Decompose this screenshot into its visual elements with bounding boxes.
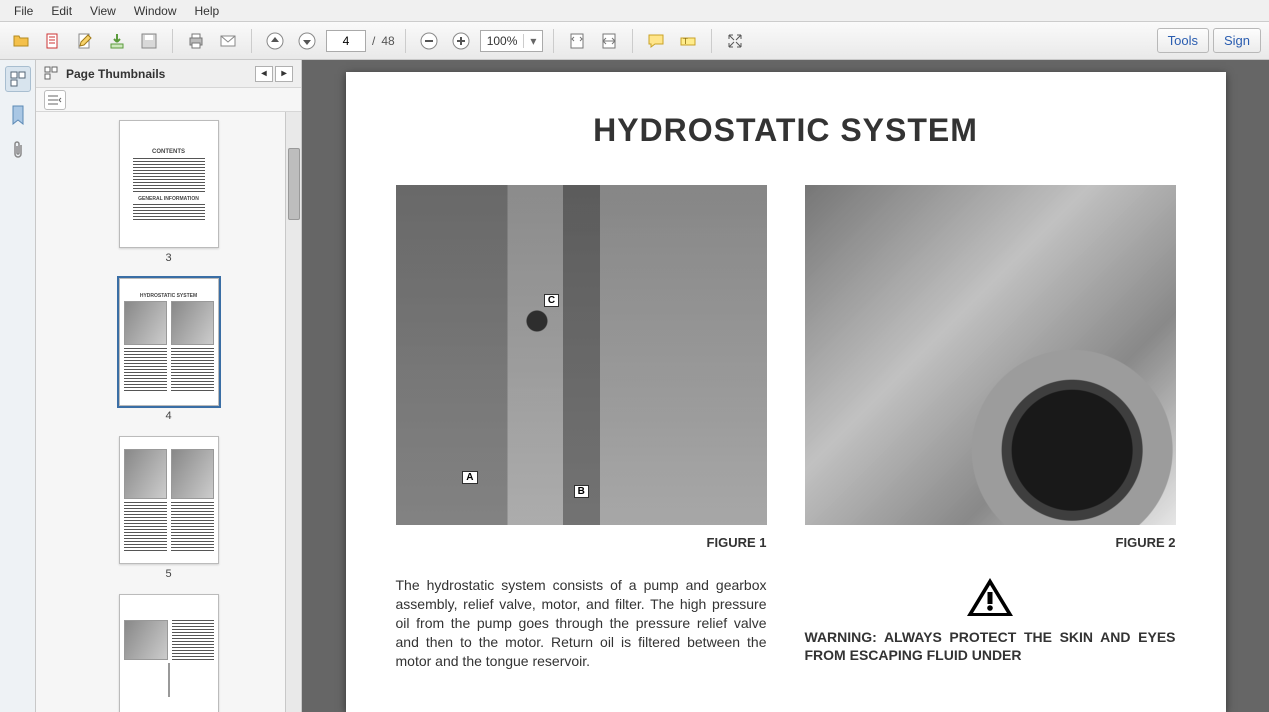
figure-2-caption: FIGURE 2 [805,535,1176,550]
thumbnails-prev-icon[interactable]: ◂ [255,66,273,82]
thumbnails-title: Page Thumbnails [66,67,165,81]
figure-tag-c: C [544,294,559,307]
figure-tag-a: A [462,471,477,484]
create-pdf-icon[interactable] [40,28,66,54]
figure-1-caption: FIGURE 1 [396,535,767,550]
print-icon[interactable] [183,28,209,54]
menu-edit[interactable]: Edit [43,2,80,20]
left-rail [0,60,36,712]
toolbar-separator [172,29,173,53]
thumbnail-item[interactable] [36,594,301,712]
toolbar-separator [553,29,554,53]
warning-text: WARNING: ALWAYS PROTECT THE SKIN AND EYE… [805,628,1176,664]
highlight-icon[interactable]: T [675,28,701,54]
thumbnails-options-bar [36,88,301,112]
save-icon[interactable] [136,28,162,54]
fit-width-icon[interactable] [596,28,622,54]
edit-pdf-icon[interactable] [72,28,98,54]
zoom-select[interactable]: 100% ▾ [480,30,544,52]
toolbar-separator [405,29,406,53]
thumbnails-list[interactable]: CONTENTS GENERAL INFORMATION 3 HYDROSTAT… [36,112,301,712]
zoom-dropdown-icon[interactable]: ▾ [523,34,536,48]
thumbnail-label: 3 [165,252,171,264]
page-up-icon[interactable] [262,28,288,54]
toolbar-separator [632,29,633,53]
tools-button[interactable]: Tools [1157,28,1209,53]
menu-bar: File Edit View Window Help [0,0,1269,22]
thumbnail-item[interactable]: CONTENTS GENERAL INFORMATION 3 [36,120,301,264]
figure-1-image: C A B [396,185,767,525]
thumbnails-next-icon[interactable]: ▸ [275,66,293,82]
thumbnails-scrollbar[interactable] [285,112,301,712]
thumbnail-item[interactable]: 5 [36,436,301,580]
comment-icon[interactable] [643,28,669,54]
sign-button[interactable]: Sign [1213,28,1261,53]
thumbnail-label: 5 [165,568,171,580]
figure-tag-b: B [574,485,589,498]
thumbnails-options-icon[interactable] [44,90,66,110]
figure-2-image [805,185,1176,525]
email-icon[interactable] [215,28,241,54]
page-total: 48 [381,34,394,48]
thumbnails-rail-icon[interactable] [5,66,31,92]
pdf-page: HYDROSTATIC SYSTEM C A B FIGURE 1 FIGURE… [346,72,1226,712]
warning-icon [965,576,1015,620]
read-mode-icon[interactable] [722,28,748,54]
export-pdf-icon[interactable] [104,28,130,54]
document-title: HYDROSTATIC SYSTEM [396,112,1176,149]
fit-page-icon[interactable] [564,28,590,54]
zoom-out-icon[interactable] [416,28,442,54]
document-area[interactable]: HYDROSTATIC SYSTEM C A B FIGURE 1 FIGURE… [302,60,1269,712]
bookmark-rail-icon[interactable] [5,102,31,128]
menu-window[interactable]: Window [126,2,185,20]
page-number-input[interactable] [326,30,366,52]
thumbnails-panel: Page Thumbnails ◂ ▸ CONTENTS GENERAL INF… [36,60,302,712]
zoom-in-icon[interactable] [448,28,474,54]
toolbar-separator [711,29,712,53]
thumbnails-scroll-thumb[interactable] [288,148,300,220]
body-text-left: The hydrostatic system consists of a pum… [396,576,767,670]
open-file-icon[interactable] [8,28,34,54]
main-area: Page Thumbnails ◂ ▸ CONTENTS GENERAL INF… [0,60,1269,712]
attachment-rail-icon[interactable] [5,138,31,164]
page-separator: / [372,34,375,48]
menu-view[interactable]: View [82,2,124,20]
toolbar: / 48 100% ▾ T Tools Sign [0,22,1269,60]
page-down-icon[interactable] [294,28,320,54]
thumbnails-header: Page Thumbnails ◂ ▸ [36,60,301,88]
menu-file[interactable]: File [6,2,41,20]
menu-help[interactable]: Help [187,2,228,20]
zoom-value: 100% [487,34,518,48]
toolbar-separator [251,29,252,53]
thumbnail-label: 4 [165,410,171,422]
thumbnail-item[interactable]: HYDROSTATIC SYSTEM 4 [36,278,301,422]
svg-text:T: T [683,37,688,46]
